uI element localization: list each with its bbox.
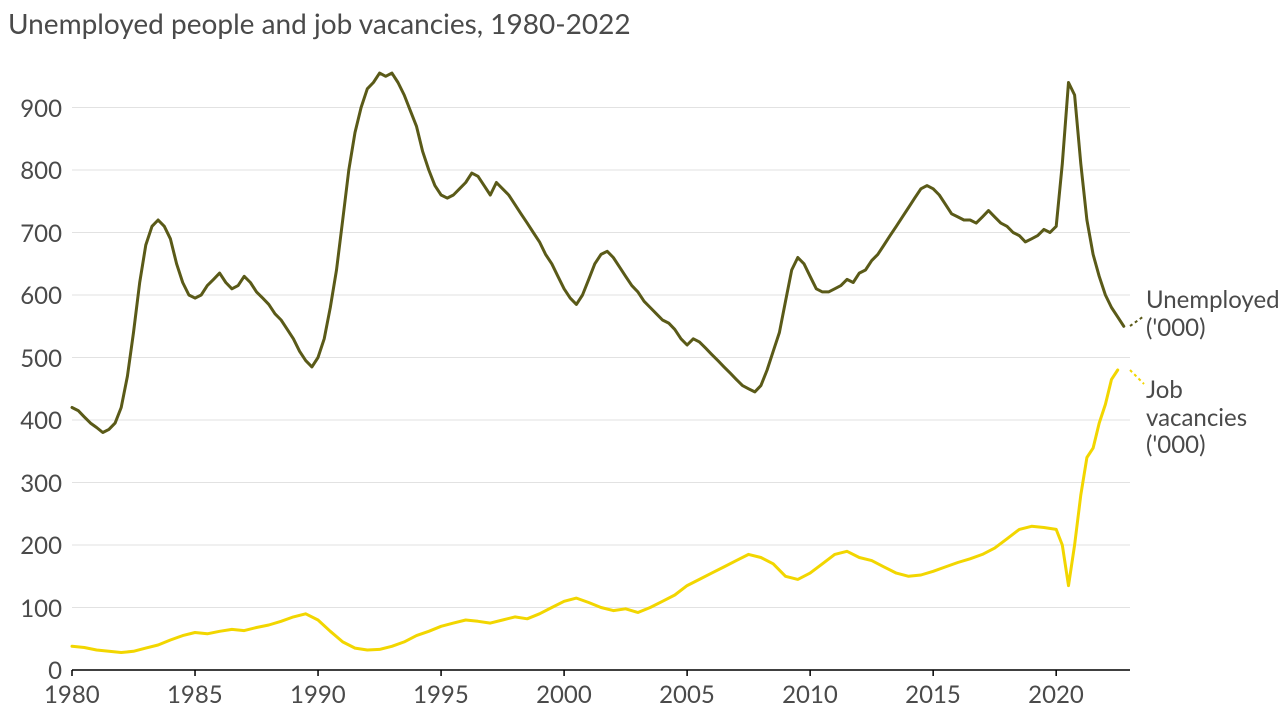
- series-line-vacancies: [72, 370, 1118, 653]
- x-axis-tick-label: 2005: [659, 680, 715, 709]
- x-axis-tick-label: 1995: [413, 680, 469, 709]
- x-axis-tick-label: 1985: [167, 680, 223, 709]
- series-label-unemployed: Unemployed('000): [1146, 286, 1280, 341]
- y-axis-tick-label: 500: [20, 344, 62, 373]
- series-label-vacancies: Jobvacancies('000): [1146, 376, 1247, 459]
- x-axis-tick-label: 2015: [905, 680, 961, 709]
- y-axis-tick-label: 100: [20, 594, 62, 623]
- chart-svg: [0, 0, 1280, 719]
- y-axis-tick-label: 700: [20, 219, 62, 248]
- y-axis-tick-label: 300: [20, 469, 62, 498]
- y-axis-tick-label: 900: [20, 94, 62, 123]
- x-axis-tick-label: 1990: [290, 680, 346, 709]
- series-line-unemployed: [72, 73, 1124, 432]
- y-axis-tick-label: 600: [20, 281, 62, 310]
- x-axis-tick-label: 1980: [44, 680, 100, 709]
- y-axis-tick-label: 800: [20, 156, 62, 185]
- y-axis-tick-label: 200: [20, 531, 62, 560]
- y-axis-tick-label: 400: [20, 406, 62, 435]
- x-axis-tick-label: 2000: [536, 680, 592, 709]
- x-axis-tick-label: 2010: [782, 680, 838, 709]
- x-axis-tick-label: 2020: [1028, 680, 1084, 709]
- chart-container: Unemployed people and job vacancies, 198…: [0, 0, 1280, 719]
